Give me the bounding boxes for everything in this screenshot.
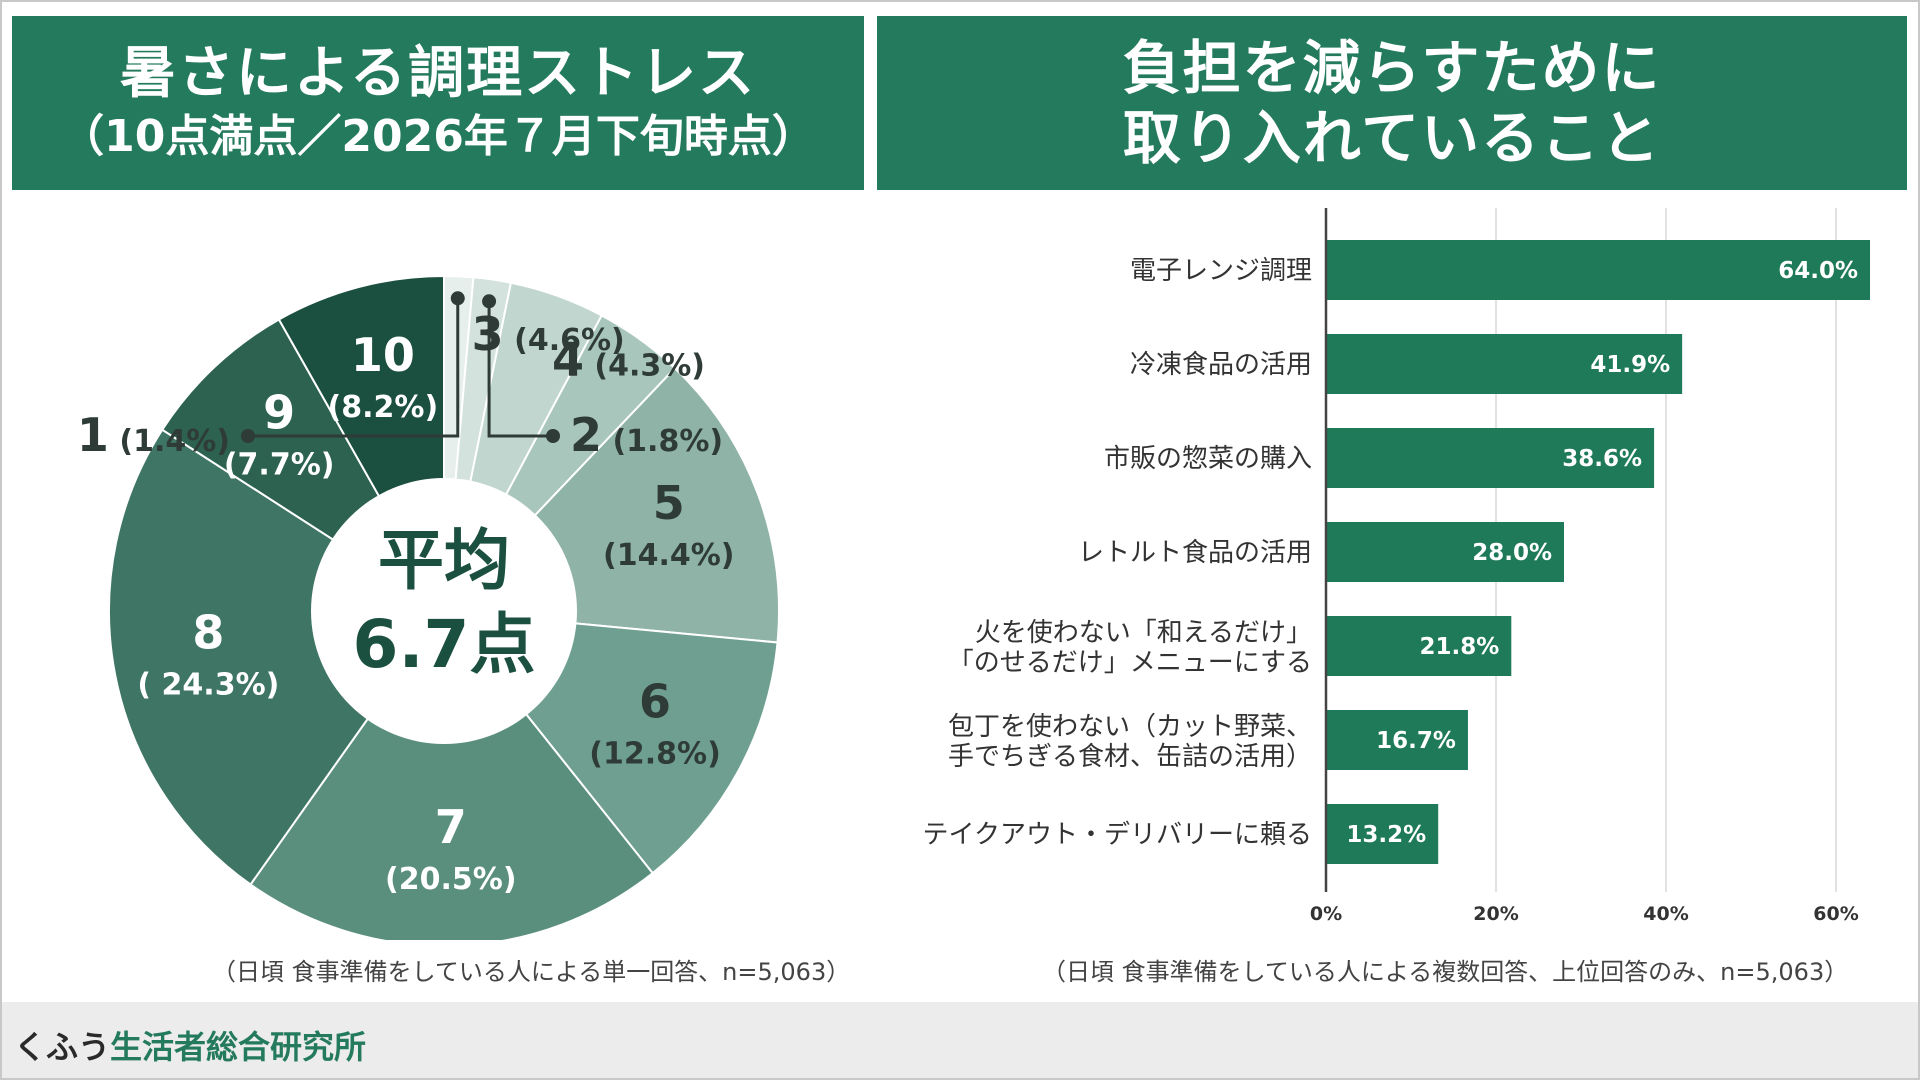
bar (1326, 522, 1564, 582)
callout-dot-1b (450, 291, 465, 306)
bar (1326, 334, 1683, 394)
bar (1326, 710, 1468, 770)
pie-label-callout-2: 2 (1.8%) (570, 408, 723, 462)
pie-slice-8 (108, 428, 446, 886)
callout-line-1 (248, 298, 460, 438)
callout-dot-1 (241, 429, 255, 443)
x-tick-label: 20% (1473, 903, 1518, 925)
callout-line-2 (487, 301, 553, 438)
pie-center-label-2: 6.7点 (353, 606, 536, 683)
callout-dot-2b (482, 294, 497, 309)
right-title-line2: 取り入れていること (1122, 104, 1662, 172)
pie-label-category: 5 (653, 476, 685, 530)
right-title-line1: 負担を減らすために (1122, 34, 1662, 102)
pie-label-category: 7 (435, 800, 467, 854)
callout-dot-2 (546, 429, 560, 443)
category-label: 冷凍食品の活用 (1130, 350, 1312, 380)
pie-center-hole (311, 478, 577, 744)
category-label: 手でちぎる食材、缶詰の活用） (948, 742, 1312, 772)
bar-value-label: 16.7% (1376, 728, 1456, 754)
brand-name: 生活者総合研究所 (110, 1028, 367, 1066)
category-label: 包丁を使わない（カット野菜、 (948, 712, 1312, 742)
pie-label-category: 10 (351, 328, 415, 382)
brand-logo: くふう生活者総合研究所 (14, 1022, 366, 1068)
left-title-line1: 暑さによる調理ストレス (119, 41, 757, 106)
x-tick-label: 0% (1310, 903, 1342, 925)
category-label: 「のせるだけ」メニューにする (948, 648, 1312, 678)
left-panel-header: 暑さによる調理ストレス （10点満点／2026年７月下旬時点） (12, 16, 864, 190)
pie-slice-7 (249, 609, 655, 940)
pie-center-label-1: 平均 (378, 522, 510, 599)
pie-label-percent: (14.4%) (603, 538, 735, 573)
x-tick-label: 60% (1813, 903, 1858, 925)
category-label: 火を使わない「和えるだけ」 (975, 618, 1312, 648)
pie-label-category: 9 (263, 386, 295, 440)
category-label: 電子レンジ調理 (1130, 256, 1312, 286)
pie-label-inline: 4 (4.3%) (552, 333, 705, 387)
bar-value-label: 64.0% (1778, 258, 1858, 284)
left-note: （日頃 食事準備をしている人による単一回答、n=5,063） (212, 958, 851, 986)
bar-value-label: 21.8% (1420, 634, 1500, 660)
pie-label-percent: (8.2%) (328, 390, 439, 425)
bar (1326, 616, 1512, 676)
bar-value-label: 13.2% (1346, 822, 1426, 848)
x-tick-label: 40% (1643, 903, 1688, 925)
category-label: レトルト食品の活用 (1078, 538, 1312, 568)
category-label: テイクアウト・デリバリーに頼る (923, 820, 1312, 850)
category-label: 市販の惣菜の購入 (1104, 444, 1312, 474)
pie-label-percent: (7.7%) (224, 448, 335, 483)
pie-chart: 平均6.7点3 (4.6%)4 (4.3%)5(14.4%)6(12.8%)7(… (77, 274, 780, 940)
pie-label-percent: (12.8%) (589, 736, 721, 771)
bar (1326, 428, 1655, 488)
bar (1326, 804, 1439, 864)
pie-label-category: 6 (639, 674, 671, 728)
bar-value-label: 38.6% (1562, 446, 1642, 472)
pie-label-percent: ( 24.3%) (137, 668, 279, 703)
right-note: （日頃 食事準備をしている人による複数回答、上位回答のみ、n=5,063） (1042, 958, 1849, 986)
footer-bar: くふう生活者総合研究所 (2, 1002, 1918, 1078)
brand-prefix: くふう (14, 1028, 111, 1066)
left-title-line2: （10点満点／2026年７月下旬時点） (60, 111, 816, 162)
pie-label-percent: (20.5%) (385, 862, 517, 897)
pie-label-category: 8 (192, 606, 224, 660)
pie-label-callout-1: 1 (1.4%) (77, 408, 230, 462)
bar-value-label: 28.0% (1472, 540, 1552, 566)
bar-chart: 0% 20% 40% 60% 64.0% 電子レンジ調理 41.9% 冷凍食品の活用 38.6%… (923, 208, 1870, 925)
bar (1326, 240, 1870, 300)
bar-value-label: 41.9% (1590, 352, 1670, 378)
right-panel-header: 負担を減らすために 取り入れていること (877, 16, 1907, 190)
